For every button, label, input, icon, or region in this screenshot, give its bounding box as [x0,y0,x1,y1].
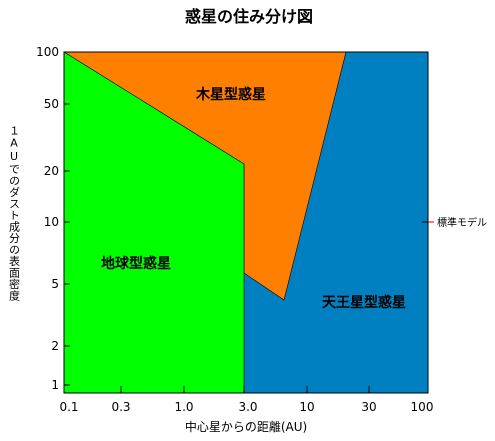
uranian-region-label: 天王星型惑星 [322,294,406,311]
y-tick-labels: 100 50 20 10 5 2 1 [36,45,59,392]
x-tick-label: 30 [361,400,376,414]
x-tick-label: 1.0 [174,400,193,414]
y-tick-label: 100 [36,45,59,59]
x-tick-label: 100 [411,400,434,414]
y-tick-label: 2 [51,339,59,353]
y-tick-label: 20 [44,164,59,178]
x-axis-label: 中心星からの距離(AU) [185,419,307,434]
y-tick-label: 5 [51,277,59,291]
y-tick-label: 10 [44,215,59,229]
x-tick-label: 0.1 [59,400,78,414]
y-tick-label: 1 [51,378,59,392]
jovian-region-label: 木星型惑星 [195,86,266,103]
y-tick-label: 50 [44,97,59,111]
x-tick-label: 10 [299,400,314,414]
x-tick-label: 0.3 [111,400,130,414]
y-axis-label: １AUでのダスト成分の表面密度 [8,125,21,302]
x-tick-labels: 0.1 0.3 1.0 3.0 10 30 100 [59,400,433,414]
x-tick-label: 3.0 [238,400,257,414]
standard-model-label: 標準モデル [437,216,487,229]
diagram-title: 惑星の住み分け図 [185,7,313,26]
y-tick-marks [64,51,428,386]
x-tick-marks [120,386,370,393]
terrestrial-region-label: 地球型惑星 [101,255,171,272]
